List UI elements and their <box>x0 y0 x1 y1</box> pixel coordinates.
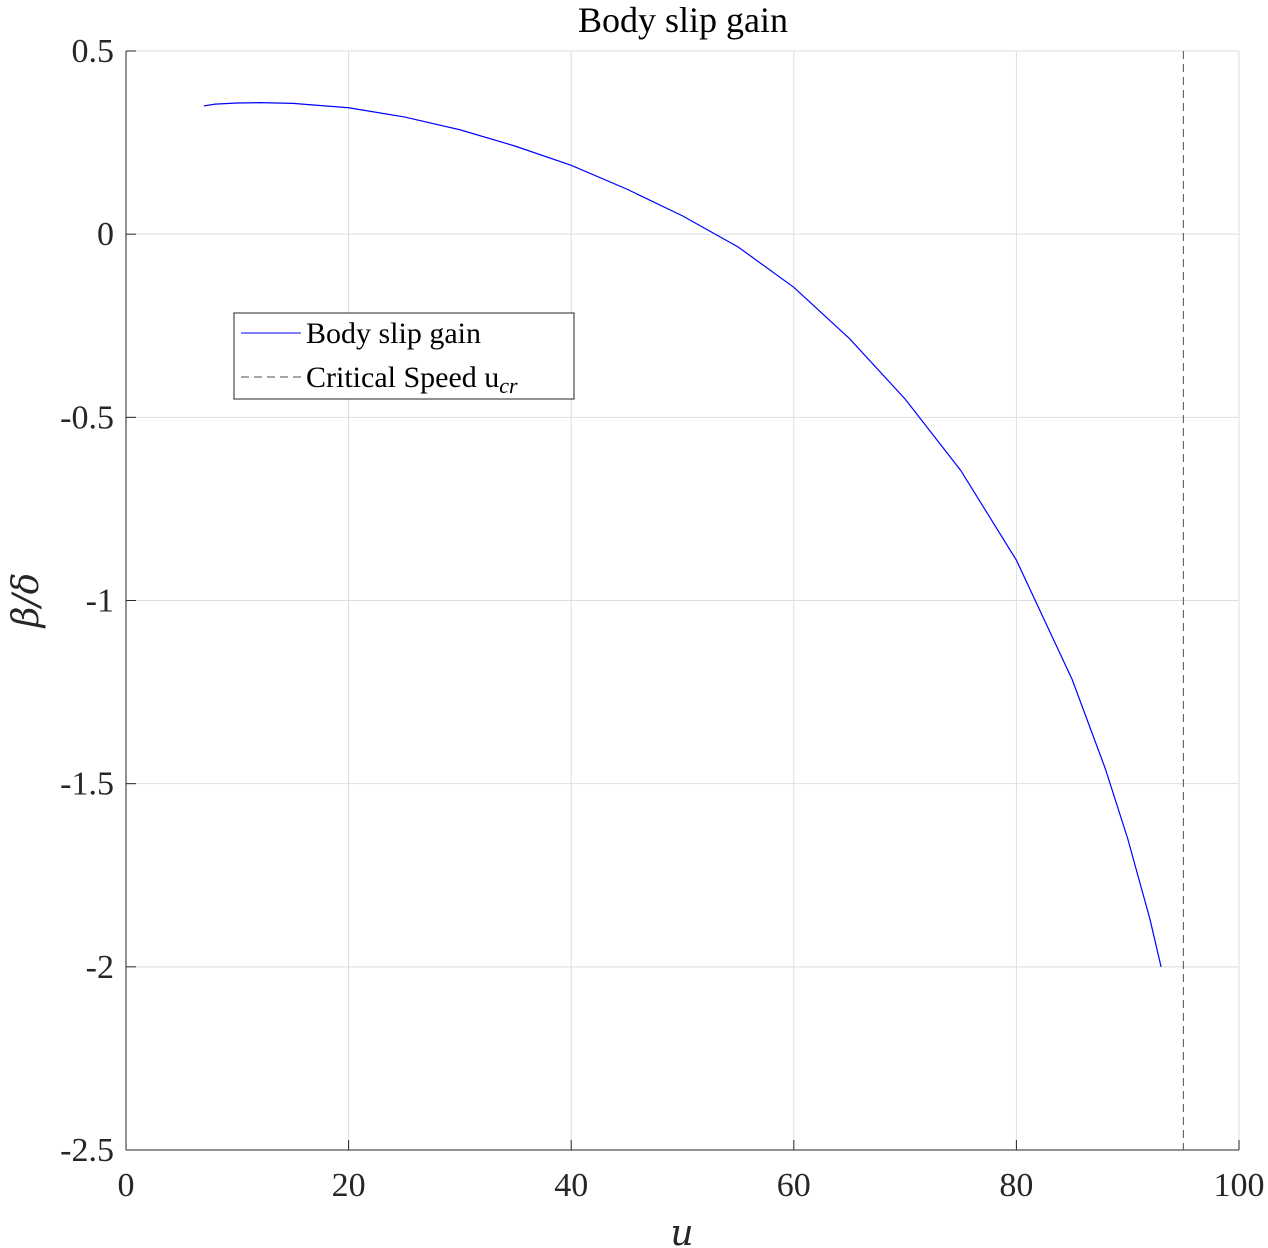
axes <box>125 50 1240 1151</box>
legend-label-critical-speed-main: Critical Speed u <box>306 361 499 394</box>
legend-label-critical-speed: Critical Speed ucr <box>306 361 518 398</box>
y-tick-label-6: -2.5 <box>60 1132 114 1169</box>
x-tick-label-4: 80 <box>999 1167 1033 1204</box>
y-tick-label-5: -2 <box>86 949 114 986</box>
y-axis-label: β/δ <box>6 573 47 630</box>
legend: Body slip gain Critical Speed ucr <box>233 312 575 400</box>
y-tick-label-2: -0.5 <box>60 399 114 436</box>
series-group <box>203 51 1184 1150</box>
x-tick-label-0: 0 <box>118 1167 135 1204</box>
y-tick-label-3: -1 <box>86 583 114 620</box>
x-tick-label-1: 20 <box>332 1167 366 1204</box>
legend-label-critical-speed-sub: cr <box>499 373 518 398</box>
x-tick-label-3: 60 <box>777 1167 811 1204</box>
y-tick-label-4: -1.5 <box>60 766 114 803</box>
x-axis-label: u <box>670 1213 693 1248</box>
y-tick-label-0: 0.5 <box>72 33 115 70</box>
x-tick-label-5: 100 <box>1214 1167 1265 1204</box>
tick-labels: 0 20 40 60 80 100 0.5 0 -0.5 -1 -1.5 -2 -2.5 <box>60 33 1264 1204</box>
x-tick-label-2: 40 <box>554 1167 588 1204</box>
y-tick-label-1: 0 <box>97 216 114 253</box>
series-line-body-slip-gain <box>203 102 1162 967</box>
chart-title: Body slip gain <box>578 0 788 40</box>
legend-label-body-slip-gain: Body slip gain <box>306 317 481 350</box>
legend-box <box>233 312 575 400</box>
